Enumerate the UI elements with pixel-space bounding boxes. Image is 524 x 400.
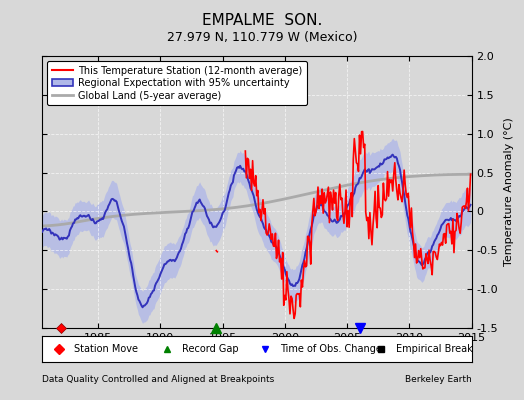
Legend: This Temperature Station (12-month average), Regional Expectation with 95% uncer: This Temperature Station (12-month avera… [47, 61, 307, 106]
Text: Empirical Break: Empirical Break [396, 344, 473, 354]
Text: Berkeley Earth: Berkeley Earth [405, 375, 472, 384]
Text: Data Quality Controlled and Aligned at Breakpoints: Data Quality Controlled and Aligned at B… [42, 375, 274, 384]
Text: Time of Obs. Change: Time of Obs. Change [280, 344, 383, 354]
Text: 27.979 N, 110.779 W (Mexico): 27.979 N, 110.779 W (Mexico) [167, 31, 357, 44]
Text: Station Move: Station Move [74, 344, 138, 354]
Y-axis label: Temperature Anomaly (°C): Temperature Anomaly (°C) [504, 118, 514, 266]
Text: Record Gap: Record Gap [181, 344, 238, 354]
Text: EMPALME  SON.: EMPALME SON. [202, 13, 322, 28]
